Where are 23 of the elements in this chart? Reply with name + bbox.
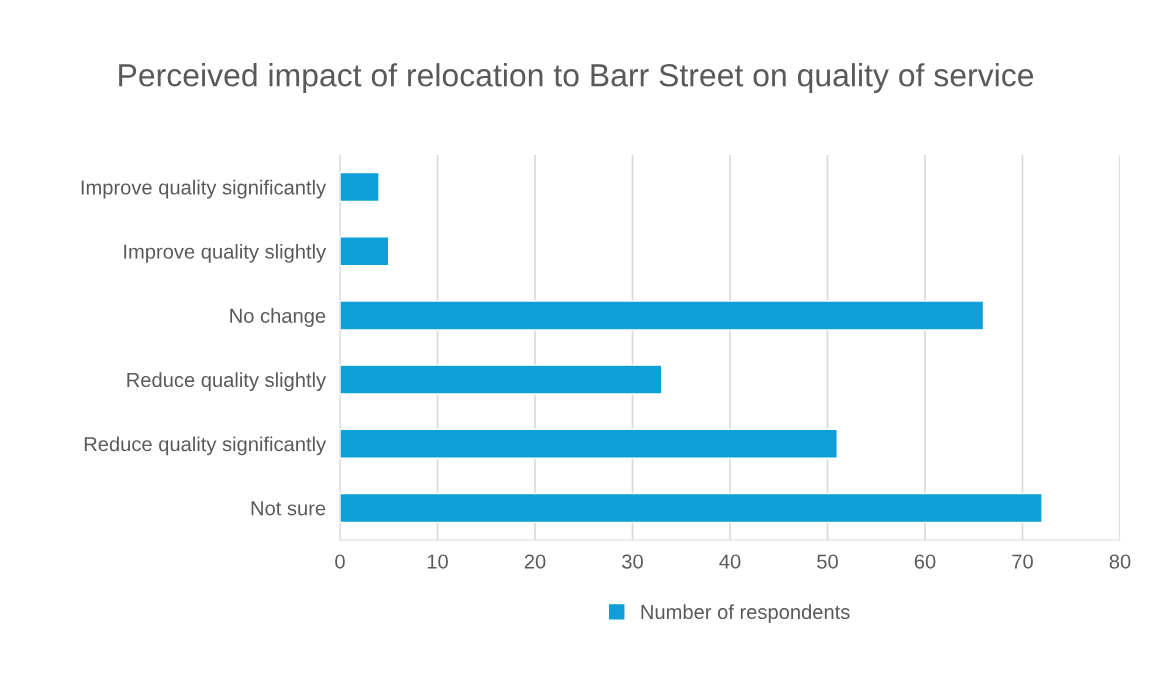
x-tick-label: 10 [427,554,448,569]
x-tick-label: 80 [1109,554,1131,569]
bar [340,364,663,395]
bar [340,236,390,267]
y-tick-label: Improve quality significantly [81,179,327,199]
y-tick-label: No change [230,308,326,327]
x-tick-label: 60 [914,554,936,569]
bar [340,171,380,203]
y-tick-label: Not sure [251,501,326,516]
x-tick-label: 0 [335,554,345,569]
x-tick-label: 30 [622,554,643,569]
x-tick-label: 40 [719,554,741,569]
x-tick-label: 70 [1012,554,1033,569]
legend-label: Number of respondents [641,604,850,624]
y-tick-label: Improve quality slightly [124,243,327,263]
y-tick-label: Reduce quality slightly [127,372,327,392]
bar [340,492,1043,524]
x-tick-label: 20 [524,554,546,569]
chart-title: Perceived impact of relocation to Barr Street on quality of service [119,63,1034,93]
y-tick-label: Reduce quality significantly [84,436,327,456]
bar [340,428,838,459]
x-tick-label: 50 [817,554,838,569]
bar [340,300,985,331]
